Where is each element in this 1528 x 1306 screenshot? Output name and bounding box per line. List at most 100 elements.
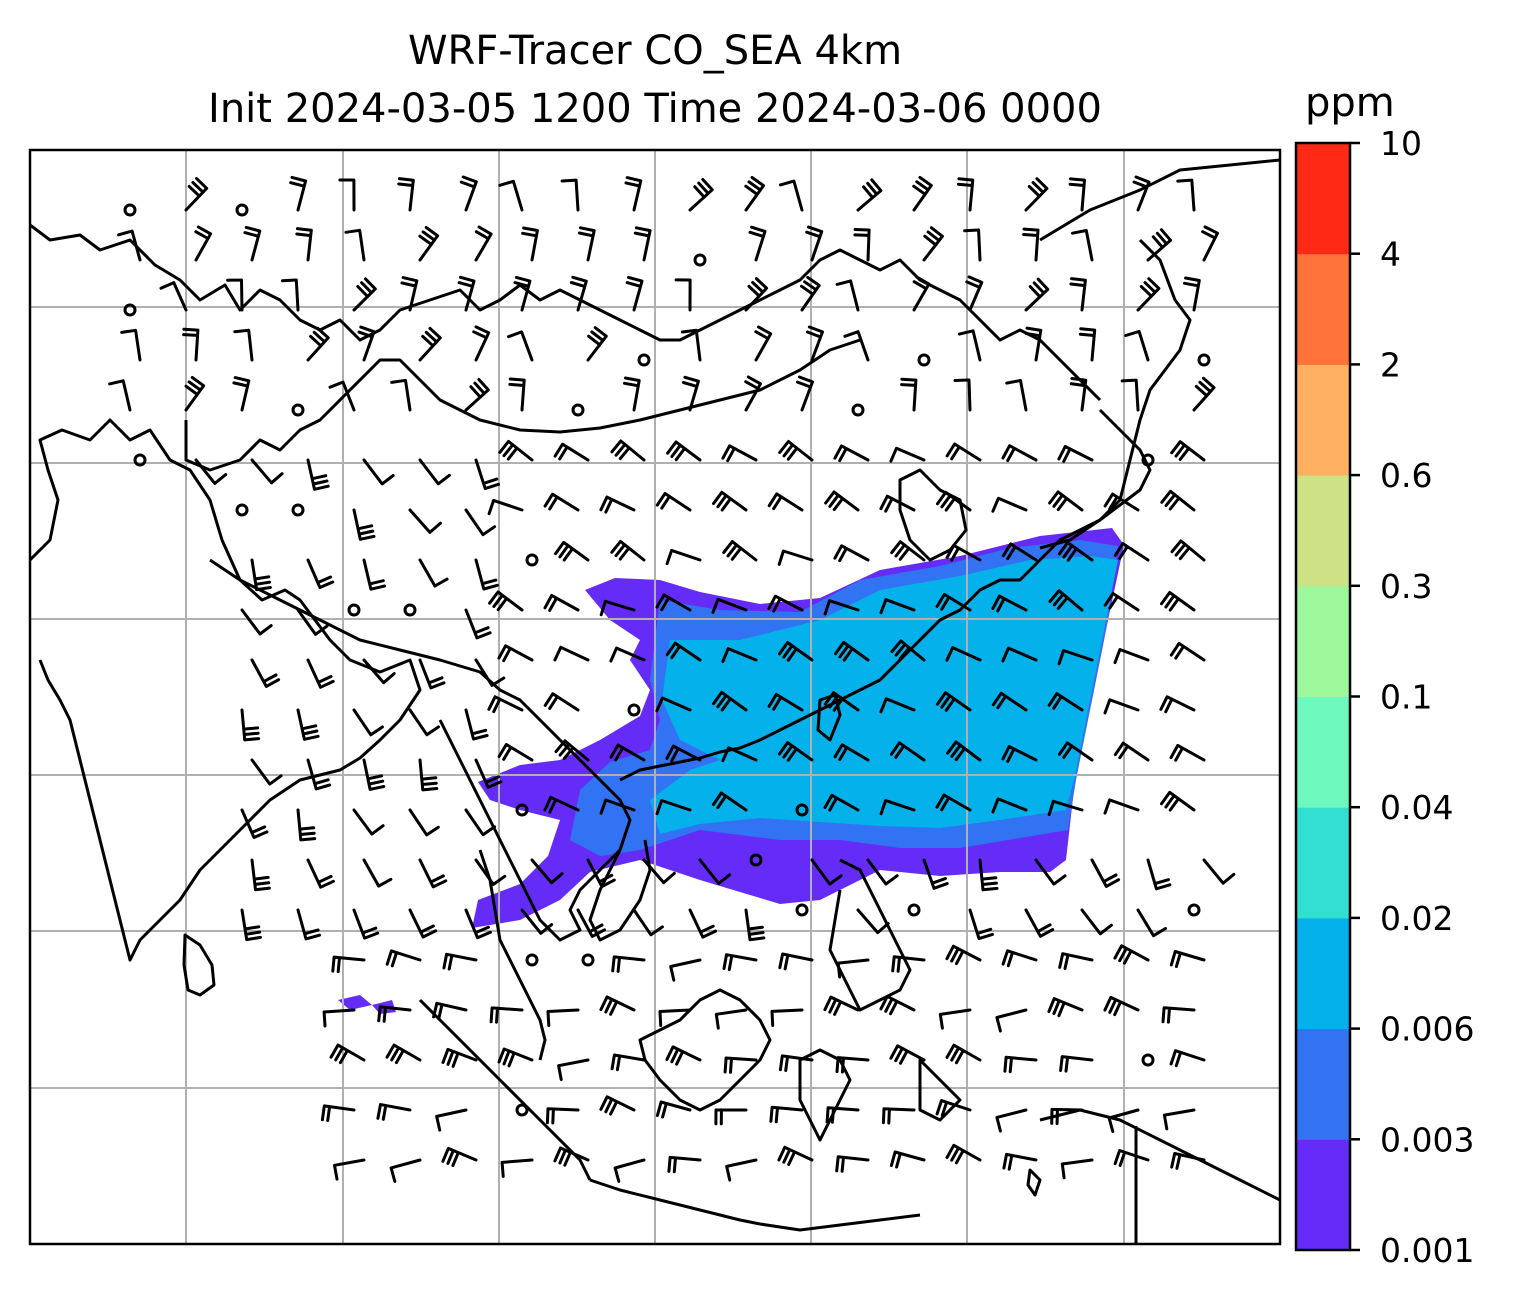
- wind-barb: [1001, 542, 1038, 562]
- korea: [898, 468, 968, 562]
- wind-barb: [610, 539, 646, 562]
- wind-barb: [1047, 799, 1084, 817]
- wind-barb: [623, 376, 641, 412]
- wind-barb: [464, 808, 497, 837]
- wind-barb: [879, 598, 916, 615]
- wind-barb: [767, 692, 804, 712]
- wind-barb: [560, 178, 580, 212]
- wind-barb: [1058, 952, 1094, 970]
- wind-barb: [825, 1106, 860, 1124]
- wind-barb: [385, 1043, 422, 1065]
- wind-barb: [922, 858, 949, 890]
- wind-barb: [655, 1100, 692, 1119]
- wind-barb: [714, 1008, 748, 1030]
- wind-barb: [900, 377, 918, 412]
- wind-barb: [250, 458, 284, 485]
- wind-barb: [117, 229, 142, 262]
- wind-barb: [586, 326, 608, 362]
- wind-barb: [280, 278, 300, 312]
- wind-barb: [945, 543, 982, 562]
- wind-barb: [487, 695, 524, 714]
- colorbar-segment: [1296, 364, 1350, 476]
- wind-barb: [680, 328, 702, 362]
- wind-barb: [669, 958, 702, 982]
- wind-barb: [778, 440, 814, 462]
- wind-barb: [296, 608, 329, 636]
- wind-barb: [890, 540, 926, 562]
- wind-barb: [613, 1158, 646, 1183]
- wind-barb: [1048, 490, 1084, 512]
- wind-barb: [1001, 646, 1038, 663]
- wind-barb: [889, 741, 926, 762]
- wind-barb: [777, 549, 814, 566]
- wind-barb: [328, 380, 356, 412]
- wind-barb: [833, 544, 870, 563]
- wind-barb: [698, 858, 732, 885]
- wind-barb: [665, 641, 702, 662]
- colorbar-segment: [1296, 253, 1350, 365]
- wind-barb: [721, 647, 758, 664]
- china-coast: [619, 408, 1152, 782]
- calm-marker: [123, 203, 137, 217]
- new-guinea: [1039, 1108, 1280, 1244]
- wind-barb: [935, 592, 972, 612]
- wind-barb: [1059, 1055, 1094, 1073]
- calm-marker: [291, 403, 305, 417]
- wind-barb: [543, 594, 580, 612]
- wind-barb: [843, 330, 870, 362]
- map-frame: [28, 148, 1282, 1246]
- wind-barb: [1024, 277, 1050, 312]
- wind-barb: [1001, 949, 1038, 968]
- wind-barb: [553, 1146, 590, 1167]
- wind-barb: [576, 908, 606, 938]
- wind-barb: [250, 558, 272, 592]
- colorbar-tick-label: 0.003: [1380, 1120, 1474, 1159]
- wind-barb: [569, 275, 588, 312]
- wind-barb: [806, 325, 824, 362]
- wind-barb: [642, 858, 676, 885]
- wind-barb: [666, 440, 702, 462]
- wind-barb: [856, 178, 883, 212]
- wind-barb: [946, 740, 982, 762]
- wind-barb: [586, 858, 616, 889]
- wind-barb: [1120, 378, 1140, 412]
- wind-barb: [1024, 908, 1055, 938]
- wind-barb: [767, 594, 804, 613]
- colorbar-segment: [1296, 143, 1350, 255]
- colorbar-tick-label: 0.04: [1380, 788, 1453, 827]
- wind-barb: [945, 442, 982, 462]
- wind-barb: [418, 226, 440, 262]
- wind-barb: [800, 275, 821, 312]
- wind-barb: [1192, 376, 1216, 412]
- wind-barb: [1113, 944, 1150, 965]
- wind-barb: [352, 277, 377, 312]
- wind-barb: [836, 958, 870, 979]
- wind-barb: [362, 658, 396, 685]
- wind-barb: [1103, 995, 1140, 1017]
- colorbar-tick-label: 0.3: [1380, 567, 1432, 606]
- wind-barb: [611, 955, 646, 973]
- wind-barb: [599, 495, 636, 514]
- wind-barb: [459, 175, 478, 212]
- wind-barb: [722, 540, 758, 562]
- wind-barb: [599, 995, 636, 1016]
- colorbar-tick-label: 0.02: [1380, 899, 1453, 938]
- wind-barb: [362, 758, 386, 791]
- wind-barb: [320, 1104, 356, 1122]
- wind-barb: [306, 758, 332, 791]
- wind-barb: [624, 176, 643, 212]
- wind-barb: [805, 225, 824, 262]
- wind-barb: [610, 439, 646, 462]
- calm-marker: [1187, 903, 1201, 917]
- wind-barb: [1003, 1055, 1038, 1074]
- wind-barb: [108, 379, 132, 412]
- wind-barb: [655, 492, 692, 512]
- calm-markers: [123, 203, 1211, 1117]
- wind-barb: [1103, 492, 1140, 512]
- wind-barb: [194, 458, 228, 485]
- wind-barb: [991, 594, 1028, 613]
- sakhalin: [1039, 158, 1280, 242]
- wind-barb: [1169, 641, 1206, 662]
